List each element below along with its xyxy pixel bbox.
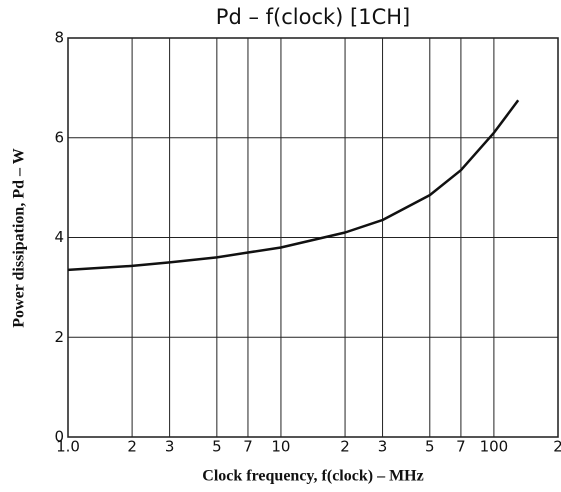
data-line xyxy=(67,99,520,272)
x-tick-label: 100 xyxy=(480,438,509,456)
x-tick-label: 5 xyxy=(212,438,222,456)
x-tick-label: 7 xyxy=(456,438,466,456)
x-tick-label: 2 xyxy=(127,438,137,456)
y-tick-label: 6 xyxy=(54,128,64,146)
x-tick-label: 3 xyxy=(165,438,175,456)
x-tick-label: 2 xyxy=(553,438,561,456)
x-tick-label: 1.0 xyxy=(56,438,80,456)
x-tick-label: 5 xyxy=(425,438,435,456)
chart-title: Pd – f(clock) [1CH] xyxy=(216,5,410,29)
y-tick-label: 4 xyxy=(54,228,64,246)
x-tick-label: 7 xyxy=(243,438,253,456)
x-tick-label: 2 xyxy=(340,438,350,456)
x-tick-label: 10 xyxy=(271,438,290,456)
y-tick-label: 0 xyxy=(54,428,64,446)
y-tick-label: 2 xyxy=(54,328,64,346)
x-axis-label: Clock frequency, f(clock) – MHz xyxy=(202,468,423,485)
y-axis-label: Power dissipation, Pd – W xyxy=(11,148,28,327)
y-tick-label: 8 xyxy=(54,29,64,47)
x-tick-label: 3 xyxy=(378,438,388,456)
